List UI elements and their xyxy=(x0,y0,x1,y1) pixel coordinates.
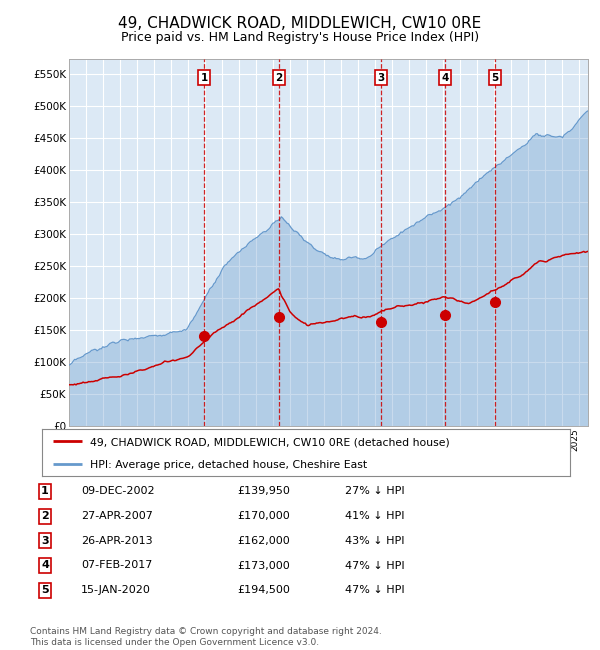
Text: 3: 3 xyxy=(377,73,385,83)
Text: 2: 2 xyxy=(275,73,282,83)
Text: 07-FEB-2017: 07-FEB-2017 xyxy=(81,560,152,571)
Text: 26-APR-2013: 26-APR-2013 xyxy=(81,536,152,546)
Text: Price paid vs. HM Land Registry's House Price Index (HPI): Price paid vs. HM Land Registry's House … xyxy=(121,31,479,44)
Text: £194,500: £194,500 xyxy=(237,585,290,595)
Text: £170,000: £170,000 xyxy=(237,511,290,521)
Text: £139,950: £139,950 xyxy=(237,486,290,497)
Text: 15-JAN-2020: 15-JAN-2020 xyxy=(81,585,151,595)
Text: 2: 2 xyxy=(41,511,49,521)
Text: 49, CHADWICK ROAD, MIDDLEWICH, CW10 0RE: 49, CHADWICK ROAD, MIDDLEWICH, CW10 0RE xyxy=(118,16,482,31)
Text: 47% ↓ HPI: 47% ↓ HPI xyxy=(345,585,404,595)
Text: 4: 4 xyxy=(41,560,49,571)
Text: 27-APR-2007: 27-APR-2007 xyxy=(81,511,153,521)
Text: £162,000: £162,000 xyxy=(237,536,290,546)
Text: 47% ↓ HPI: 47% ↓ HPI xyxy=(345,560,404,571)
Text: 1: 1 xyxy=(41,486,49,497)
Text: 49, CHADWICK ROAD, MIDDLEWICH, CW10 0RE (detached house): 49, CHADWICK ROAD, MIDDLEWICH, CW10 0RE … xyxy=(89,437,449,447)
Text: 4: 4 xyxy=(442,73,449,83)
Text: 3: 3 xyxy=(41,536,49,546)
Text: 09-DEC-2002: 09-DEC-2002 xyxy=(81,486,155,497)
Text: £173,000: £173,000 xyxy=(237,560,290,571)
Text: 5: 5 xyxy=(41,585,49,595)
Text: 1: 1 xyxy=(200,73,208,83)
Text: 27% ↓ HPI: 27% ↓ HPI xyxy=(345,486,404,497)
Text: 5: 5 xyxy=(491,73,499,83)
Text: Contains HM Land Registry data © Crown copyright and database right 2024.
This d: Contains HM Land Registry data © Crown c… xyxy=(30,627,382,647)
Text: HPI: Average price, detached house, Cheshire East: HPI: Average price, detached house, Ches… xyxy=(89,460,367,469)
Text: 41% ↓ HPI: 41% ↓ HPI xyxy=(345,511,404,521)
Text: 43% ↓ HPI: 43% ↓ HPI xyxy=(345,536,404,546)
